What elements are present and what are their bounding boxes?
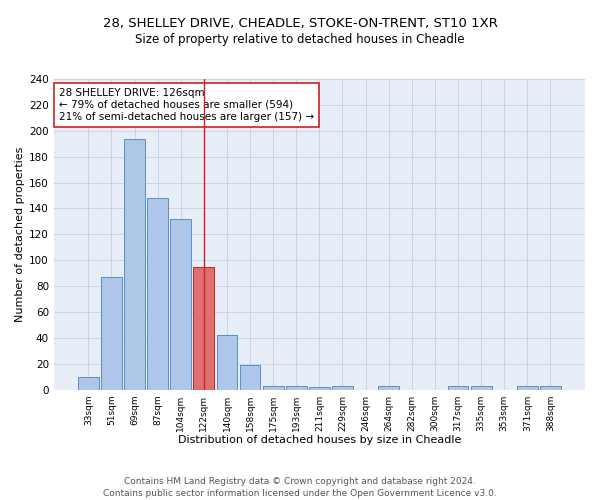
Bar [263,386,284,390]
Bar [286,386,307,390]
Bar [379,386,399,390]
Bar [540,386,561,390]
Text: Contains HM Land Registry data © Crown copyright and database right 2024.
Contai: Contains HM Land Registry data © Crown c… [103,476,497,498]
Text: 28 SHELLEY DRIVE: 126sqm
← 79% of detached houses are smaller (594)
21% of semi-: 28 SHELLEY DRIVE: 126sqm ← 79% of detach… [59,88,314,122]
Bar [147,198,168,390]
Bar [309,387,330,390]
Text: 28, SHELLEY DRIVE, CHEADLE, STOKE-ON-TRENT, ST10 1XR: 28, SHELLEY DRIVE, CHEADLE, STOKE-ON-TRE… [103,18,497,30]
Bar [517,386,538,390]
Bar [239,365,260,390]
Bar [448,386,469,390]
Bar [471,386,491,390]
X-axis label: Distribution of detached houses by size in Cheadle: Distribution of detached houses by size … [178,435,461,445]
Bar [124,138,145,390]
Bar [193,266,214,390]
Bar [332,386,353,390]
Bar [170,219,191,390]
Bar [101,277,122,390]
Y-axis label: Number of detached properties: Number of detached properties [15,146,25,322]
Text: Size of property relative to detached houses in Cheadle: Size of property relative to detached ho… [135,32,465,46]
Bar [78,376,99,390]
Bar [217,335,238,390]
